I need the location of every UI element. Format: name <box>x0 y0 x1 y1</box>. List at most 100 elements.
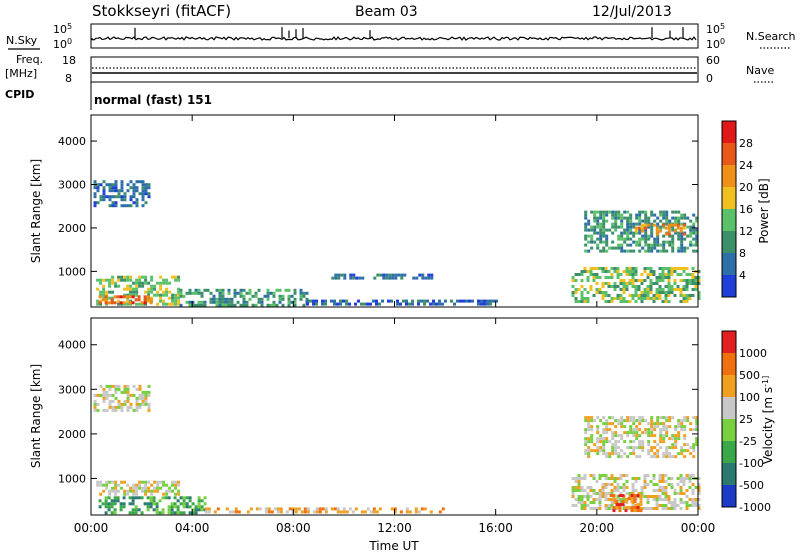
data-cell <box>643 288 647 291</box>
data-cell <box>104 295 108 299</box>
data-cell <box>592 294 596 297</box>
data-cell <box>159 281 163 285</box>
data-cell <box>194 291 198 295</box>
data-cell <box>611 416 615 420</box>
data-cell <box>587 240 591 244</box>
data-cell <box>616 285 620 288</box>
data-cell <box>697 486 701 489</box>
data-cell <box>275 288 279 292</box>
data-cell <box>149 496 153 500</box>
data-cell <box>126 399 130 403</box>
data-cell <box>138 483 142 487</box>
data-cell <box>641 416 645 420</box>
data-cell <box>129 299 133 303</box>
data-cell <box>438 302 441 306</box>
data-cell <box>662 210 666 214</box>
data-cell <box>649 480 653 483</box>
data-cell <box>605 437 609 441</box>
data-cell <box>155 508 159 512</box>
data-cell <box>119 502 123 506</box>
data-cell <box>599 440 603 444</box>
data-cell <box>602 437 606 441</box>
data-cell <box>203 303 207 307</box>
data-cell <box>435 302 438 306</box>
data-cell <box>144 275 148 279</box>
data-cell <box>619 294 623 297</box>
data-cell <box>589 489 593 492</box>
data-cell <box>679 267 683 270</box>
data-cell <box>363 510 367 514</box>
data-cell <box>111 275 115 279</box>
data-cell <box>162 290 166 294</box>
data-cell <box>617 213 621 217</box>
data-cell <box>266 291 270 295</box>
data-cell <box>96 393 100 397</box>
data-cell <box>128 301 132 305</box>
data-cell <box>122 496 126 500</box>
data-cell <box>144 290 148 294</box>
data-cell <box>676 267 680 270</box>
data-cell <box>607 270 611 273</box>
data-cell <box>156 483 160 487</box>
data-cell <box>584 216 588 220</box>
data-cell <box>188 511 192 515</box>
data-cell <box>200 303 204 307</box>
data-cell <box>405 299 408 303</box>
data-cell <box>617 440 621 444</box>
data-cell <box>111 186 115 190</box>
data-cell <box>158 511 162 515</box>
data-cell <box>599 434 603 438</box>
data-cell <box>132 287 136 291</box>
data-cell <box>150 275 154 279</box>
data-cell <box>108 183 112 187</box>
data-cell <box>629 225 633 229</box>
y-tick-label: 1000 <box>58 472 86 485</box>
data-cell <box>255 507 259 511</box>
data-cell <box>620 416 624 420</box>
data-cell <box>677 219 681 223</box>
data-cell <box>99 293 103 297</box>
data-cell <box>695 237 699 241</box>
data-cell <box>278 300 282 304</box>
data-cell <box>185 300 189 304</box>
data-cell <box>366 302 369 306</box>
data-cell <box>665 416 669 420</box>
data-cell <box>239 291 243 295</box>
data-cell <box>590 449 594 453</box>
data-cell <box>584 225 588 229</box>
data-cell <box>117 302 121 306</box>
data-cell <box>417 510 421 514</box>
data-cell <box>379 273 383 277</box>
data-cell <box>697 270 701 273</box>
data-cell <box>665 452 669 456</box>
data-cell <box>661 477 665 480</box>
data-cell <box>147 489 151 493</box>
data-cell <box>691 474 695 477</box>
data-cell <box>102 483 106 487</box>
data-cell <box>626 228 630 232</box>
data-cell <box>177 296 181 300</box>
data-cell <box>649 285 653 288</box>
data-cell <box>427 276 431 280</box>
data-cell <box>584 437 588 441</box>
data-cell <box>627 497 631 501</box>
data-cell <box>640 226 644 230</box>
data-cell <box>662 422 666 426</box>
data-cell <box>691 501 695 504</box>
data-cell <box>691 273 695 276</box>
data-cell <box>661 489 665 492</box>
data-cell <box>114 195 118 199</box>
data-cell <box>305 297 309 301</box>
data-cell <box>694 276 698 279</box>
data-cell <box>388 273 392 277</box>
data-cell <box>650 431 654 435</box>
data-cell <box>144 393 148 397</box>
data-cell <box>647 237 651 241</box>
data-cell <box>618 503 622 507</box>
data-cell <box>188 291 192 295</box>
data-cell <box>179 496 183 500</box>
data-cell <box>587 219 591 223</box>
data-cell <box>635 431 639 435</box>
data-cell <box>605 455 609 459</box>
data-cell <box>620 234 624 238</box>
